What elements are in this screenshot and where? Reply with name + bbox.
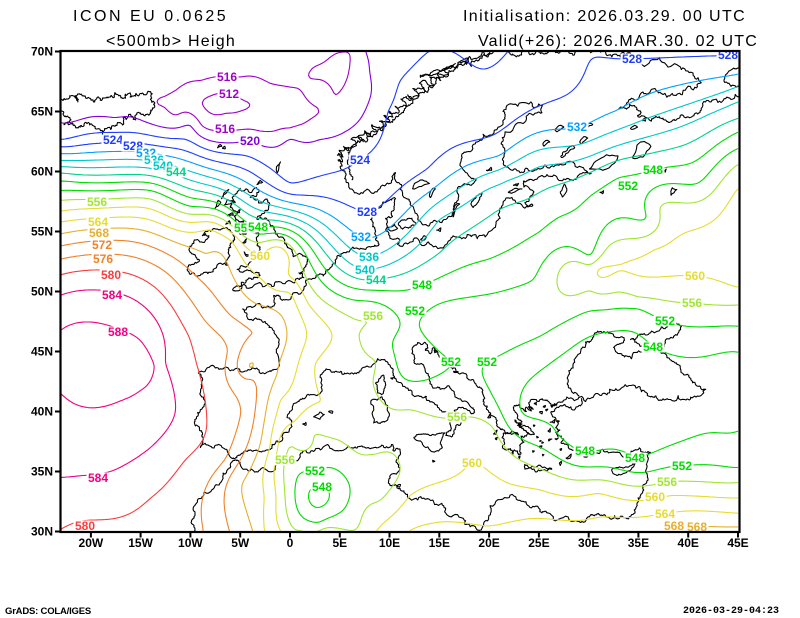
svg-text:516: 516 — [217, 70, 237, 84]
svg-text:552: 552 — [405, 304, 425, 318]
svg-text:564: 564 — [88, 215, 108, 229]
svg-text:568: 568 — [89, 226, 109, 240]
svg-text:20E: 20E — [478, 536, 499, 550]
svg-text:40E: 40E — [678, 536, 699, 550]
svg-text:45N: 45N — [31, 345, 53, 359]
svg-text:35E: 35E — [628, 536, 649, 550]
svg-text:552: 552 — [477, 355, 497, 369]
svg-text:524: 524 — [103, 133, 123, 147]
svg-text:556: 556 — [87, 195, 107, 209]
svg-text:2026-03-29-04:23: 2026-03-29-04:23 — [683, 606, 779, 617]
svg-text:556: 556 — [682, 296, 702, 310]
svg-text:580: 580 — [101, 268, 121, 282]
svg-text:20W: 20W — [79, 536, 104, 550]
svg-text:548: 548 — [248, 220, 268, 234]
svg-text:548: 548 — [643, 163, 663, 177]
svg-text:544: 544 — [366, 273, 386, 287]
svg-text:540: 540 — [355, 263, 375, 277]
svg-text:45E: 45E — [727, 536, 748, 550]
svg-text:548: 548 — [312, 480, 332, 494]
svg-text:GrADS: COLA/IGES: GrADS: COLA/IGES — [5, 606, 91, 617]
svg-text:65N: 65N — [31, 105, 53, 119]
svg-text:30E: 30E — [578, 536, 599, 550]
svg-text:512: 512 — [219, 87, 239, 101]
svg-text:544: 544 — [166, 165, 186, 179]
svg-text:<500mb> Heigh: <500mb> Heigh — [106, 33, 236, 50]
svg-text:25E: 25E — [528, 536, 549, 550]
svg-text:556: 556 — [447, 410, 467, 424]
svg-text:70N: 70N — [31, 45, 53, 59]
svg-text:560: 560 — [685, 269, 705, 283]
svg-text:528: 528 — [357, 205, 377, 219]
svg-text:15E: 15E — [429, 536, 450, 550]
svg-text:524: 524 — [350, 153, 370, 167]
svg-text:0: 0 — [287, 536, 294, 550]
svg-text:588: 588 — [108, 325, 128, 339]
svg-text:15W: 15W — [128, 536, 153, 550]
svg-text:Valid(+26): 2026.MAR.30. 02 UT: Valid(+26): 2026.MAR.30. 02 UTC — [478, 33, 758, 50]
svg-text:520: 520 — [240, 134, 260, 148]
svg-text:580: 580 — [75, 519, 95, 533]
svg-text:ICON EU 0.0625: ICON EU 0.0625 — [73, 8, 228, 25]
svg-text:552: 552 — [441, 355, 461, 369]
svg-text:576: 576 — [93, 252, 113, 266]
svg-text:556: 556 — [363, 309, 383, 323]
svg-text:Initialisation: 2026.03.29. 00: Initialisation: 2026.03.29. 00 UTC — [463, 8, 746, 25]
svg-text:552: 552 — [618, 179, 638, 193]
svg-text:548: 548 — [625, 451, 645, 465]
svg-text:40N: 40N — [31, 405, 53, 419]
svg-text:556: 556 — [275, 453, 295, 467]
svg-text:548: 548 — [643, 340, 663, 354]
svg-text:5E: 5E — [332, 536, 347, 550]
svg-text:560: 560 — [645, 490, 665, 504]
svg-text:536: 536 — [359, 250, 379, 264]
svg-text:60N: 60N — [31, 165, 53, 179]
svg-text:532: 532 — [351, 230, 371, 244]
svg-text:548: 548 — [412, 278, 432, 292]
svg-text:55N: 55N — [31, 225, 53, 239]
svg-text:572: 572 — [92, 238, 112, 252]
svg-text:584: 584 — [102, 288, 122, 302]
svg-text:560: 560 — [462, 456, 482, 470]
svg-text:10E: 10E — [379, 536, 400, 550]
svg-text:568: 568 — [687, 520, 707, 534]
svg-text:584: 584 — [88, 471, 108, 485]
svg-text:5W: 5W — [231, 536, 250, 550]
svg-text:548: 548 — [575, 444, 595, 458]
svg-text:50N: 50N — [31, 285, 53, 299]
svg-text:568: 568 — [664, 519, 684, 533]
svg-text:552: 552 — [672, 459, 692, 473]
svg-text:35N: 35N — [31, 465, 53, 479]
svg-text:532: 532 — [567, 120, 587, 134]
svg-text:564: 564 — [655, 507, 675, 521]
svg-text:516: 516 — [215, 122, 235, 136]
svg-text:528: 528 — [622, 52, 642, 66]
svg-text:552: 552 — [305, 464, 325, 478]
svg-text:556: 556 — [657, 475, 677, 489]
svg-text:10W: 10W — [178, 536, 203, 550]
svg-text:560: 560 — [250, 249, 270, 263]
svg-text:552: 552 — [655, 314, 675, 328]
svg-text:30N: 30N — [31, 525, 53, 539]
